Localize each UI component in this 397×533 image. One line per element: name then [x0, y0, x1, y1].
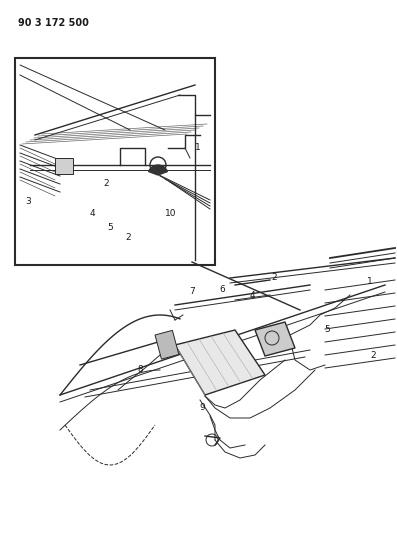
Text: 1: 1 [195, 143, 201, 152]
Text: 10: 10 [165, 208, 177, 217]
Text: 4: 4 [249, 290, 255, 300]
Bar [15, 58, 215, 265]
Bar [155, 330, 179, 359]
Wedge shape [148, 165, 168, 175]
Polygon shape [255, 322, 295, 356]
Text: 3: 3 [25, 198, 31, 206]
Text: 1: 1 [367, 278, 373, 287]
Text: 2: 2 [370, 351, 376, 359]
Text: 2: 2 [125, 233, 131, 243]
Text: 9: 9 [199, 403, 205, 413]
Text: 90 3 172 500: 90 3 172 500 [18, 18, 89, 28]
Text: 4: 4 [90, 208, 96, 217]
Text: 5: 5 [324, 326, 330, 335]
Text: 6: 6 [219, 285, 225, 294]
Text: 2: 2 [103, 179, 109, 188]
Text: 5: 5 [107, 223, 113, 232]
Text: 7: 7 [189, 287, 195, 296]
Text: 8: 8 [137, 366, 143, 375]
Text: 2: 2 [271, 272, 277, 281]
Polygon shape [175, 330, 265, 395]
Bar [55, 158, 73, 174]
